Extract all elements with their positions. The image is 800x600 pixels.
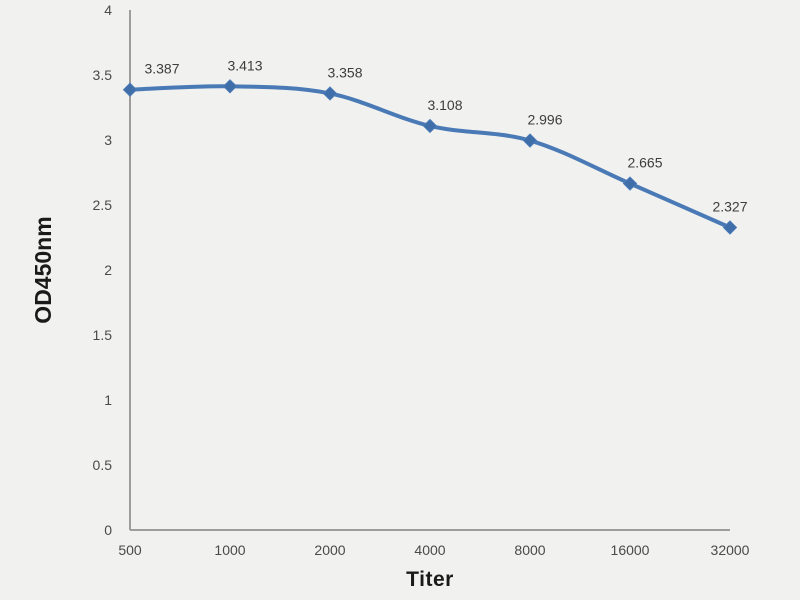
x-tick-label: 16000 [611, 542, 650, 558]
data-point-label: 2.665 [627, 155, 662, 171]
y-tick-label: 3.5 [93, 67, 113, 83]
x-axis-title: Titer [406, 568, 454, 591]
data-point-label: 2.996 [527, 112, 562, 128]
data-point-label: 2.327 [712, 198, 747, 214]
y-tick-label: 2.5 [93, 197, 113, 213]
y-tick-label: 0 [104, 522, 112, 538]
y-tick-label: 0.5 [93, 457, 113, 473]
y-tick-label: 3 [104, 132, 112, 148]
data-point-marker [522, 133, 538, 148]
y-axis-title: OD450nm [30, 216, 56, 324]
data-point-label: 3.358 [327, 64, 362, 80]
data-point-marker [322, 86, 338, 101]
data-point-marker [422, 118, 438, 134]
y-tick-label: 1.5 [93, 327, 113, 343]
x-tick-label: 8000 [514, 542, 545, 558]
data-point-label: 3.413 [227, 57, 262, 73]
x-tick-label: 2000 [314, 542, 345, 558]
data-point-marker [222, 79, 238, 94]
data-point-marker [622, 176, 638, 191]
data-point-marker [722, 220, 738, 235]
x-tick-label: 32000 [711, 542, 750, 558]
x-tick-label: 4000 [414, 542, 445, 558]
y-tick-label: 1 [104, 392, 112, 408]
data-point-label: 3.387 [144, 61, 179, 77]
y-tick-label: 4 [104, 2, 112, 18]
y-tick-label: 2 [104, 262, 112, 278]
x-tick-label: 500 [118, 542, 142, 558]
data-point-label: 3.108 [427, 97, 462, 113]
data-point-marker [122, 82, 138, 97]
x-tick-label: 1000 [214, 542, 245, 558]
